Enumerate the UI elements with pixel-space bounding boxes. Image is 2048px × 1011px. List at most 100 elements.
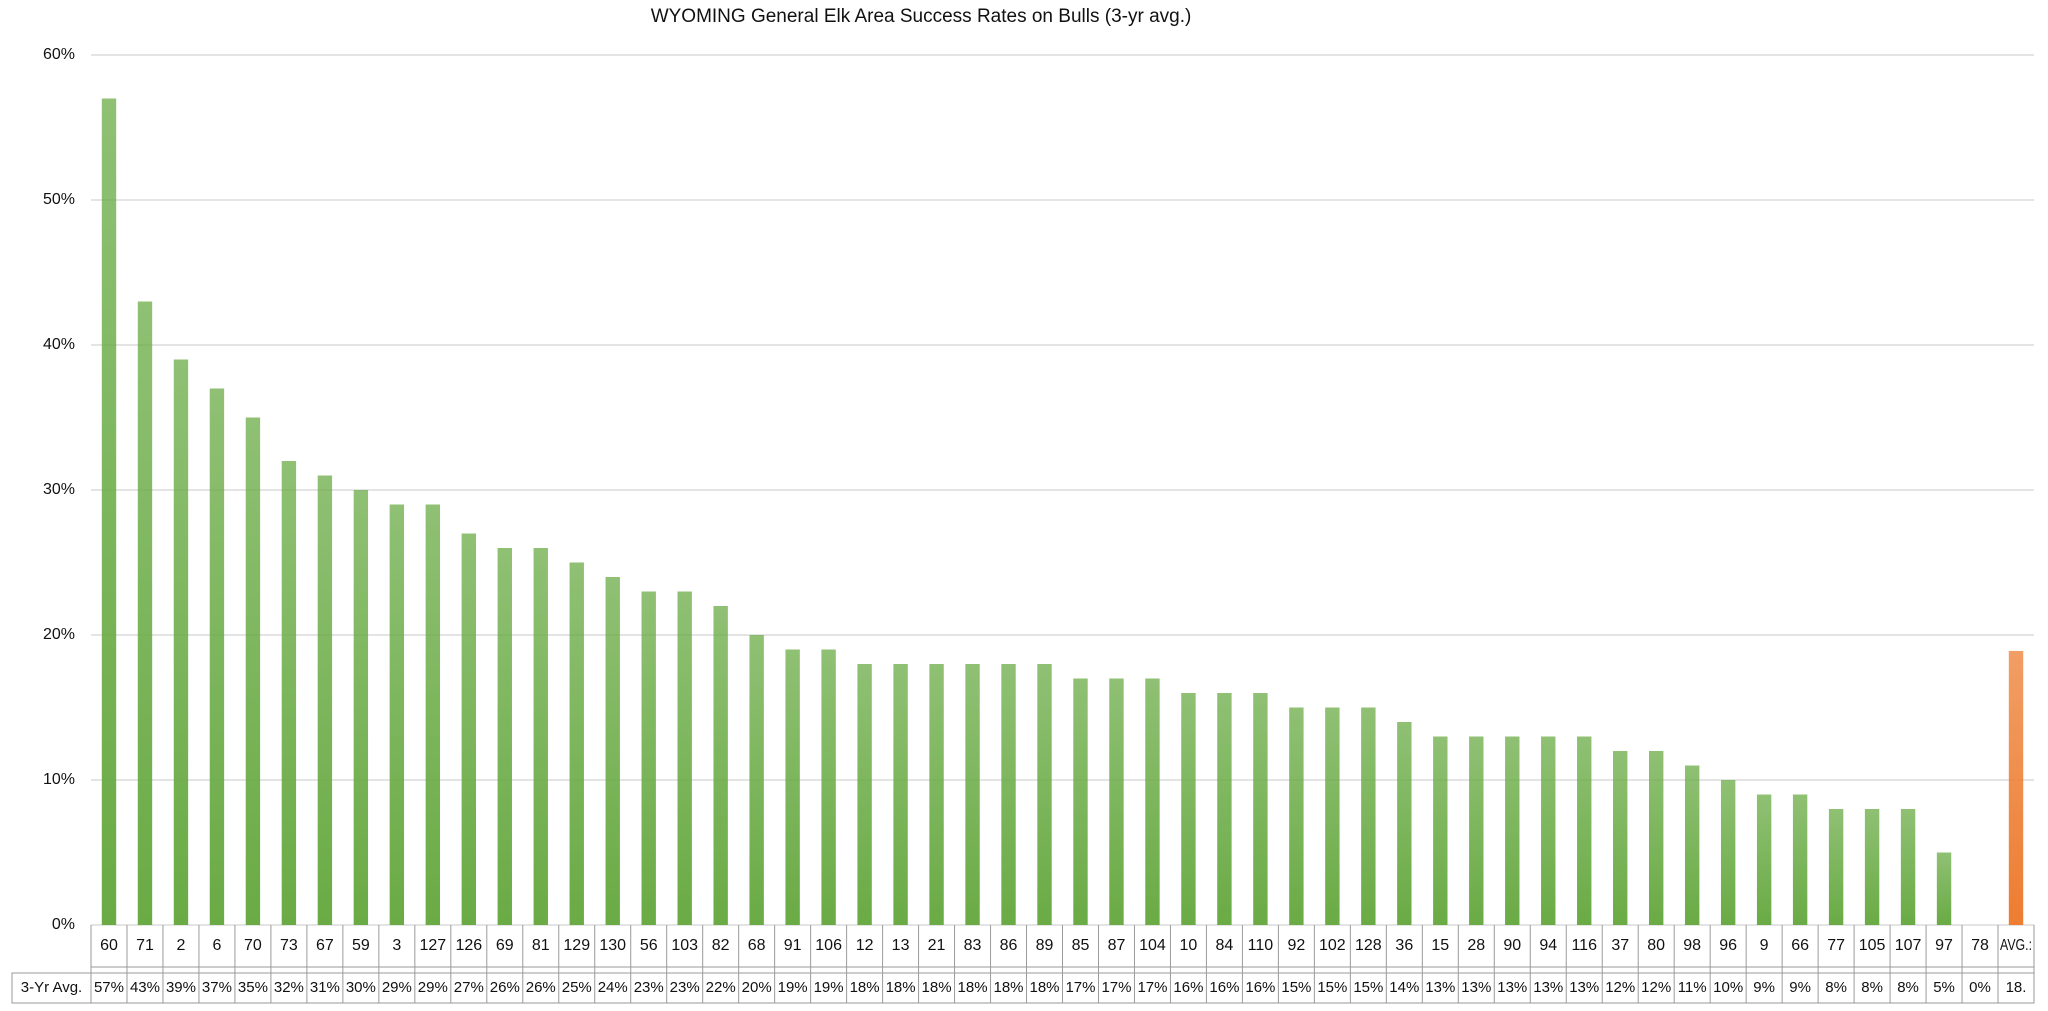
bar xyxy=(1648,751,1664,925)
x-tick-label: 91 xyxy=(784,937,802,954)
x-tick-label: 130 xyxy=(599,937,626,954)
bar xyxy=(2008,650,2024,925)
data-label: 13% xyxy=(1461,979,1491,996)
data-label: 13% xyxy=(1497,979,1527,996)
bar xyxy=(857,664,872,925)
bar xyxy=(929,664,944,925)
x-tick-label: 6 xyxy=(212,937,221,954)
x-tick-label: 129 xyxy=(563,937,590,954)
data-label: 31% xyxy=(310,979,340,996)
x-tick-label: 67 xyxy=(316,937,334,954)
x-tick-label: 87 xyxy=(1108,937,1126,954)
x-tick-label: 13 xyxy=(892,937,910,954)
data-label: 18% xyxy=(1029,979,1059,996)
x-tick-label: 71 xyxy=(136,937,154,954)
bar xyxy=(533,548,548,925)
data-label: 16% xyxy=(1245,979,1275,996)
bar xyxy=(317,475,333,925)
bar xyxy=(101,98,117,925)
data-label: 23% xyxy=(670,979,700,996)
x-tick-label: 82 xyxy=(712,937,730,954)
x-tick-label: 103 xyxy=(671,937,698,954)
data-label: 15% xyxy=(1353,979,1383,996)
x-tick-label: 15 xyxy=(1431,937,1449,954)
x-tick-label: 68 xyxy=(748,937,766,954)
bar xyxy=(1433,736,1448,925)
data-label: 16% xyxy=(1209,979,1239,996)
bar xyxy=(1900,809,1916,925)
bar xyxy=(1073,678,1088,925)
x-tick-label: 10 xyxy=(1180,937,1198,954)
data-label: 18% xyxy=(850,979,880,996)
bar xyxy=(713,606,728,925)
y-tick-label: 60% xyxy=(43,46,75,63)
legend-label: 3-Yr Avg. xyxy=(21,979,82,996)
x-tick-label: 80 xyxy=(1647,937,1665,954)
x-tick-label: 9 xyxy=(1760,937,1769,954)
x-tick-label: 126 xyxy=(455,937,482,954)
bar xyxy=(893,664,908,925)
data-label: 35% xyxy=(238,979,268,996)
data-label: 5% xyxy=(1933,979,1955,996)
data-label: 11% xyxy=(1678,979,1707,996)
data-label: 29% xyxy=(382,979,412,996)
data-label: 14% xyxy=(1389,979,1419,996)
x-tick-label: 60 xyxy=(100,937,118,954)
bar xyxy=(1936,852,1952,925)
x-tick-label: 127 xyxy=(419,937,446,954)
x-tick-label: 102 xyxy=(1319,937,1346,954)
bar xyxy=(1792,794,1808,925)
bar xyxy=(1037,664,1052,925)
bar xyxy=(821,649,836,925)
x-tick-label: 70 xyxy=(244,937,262,954)
data-label: 12% xyxy=(1605,979,1635,996)
x-tick-label: 3 xyxy=(392,937,401,954)
bar xyxy=(785,649,800,925)
bar xyxy=(1217,693,1232,925)
data-label: 17% xyxy=(1101,979,1131,996)
x-tick-label: 98 xyxy=(1683,937,1701,954)
x-tick-label: 2 xyxy=(177,937,186,954)
x-tick-label: 77 xyxy=(1827,937,1845,954)
data-label: 15% xyxy=(1317,979,1347,996)
bar xyxy=(461,533,477,925)
bar xyxy=(1756,794,1772,925)
data-label: 32% xyxy=(274,979,304,996)
data-label: 27% xyxy=(454,979,484,996)
bar xyxy=(1577,736,1592,925)
bar xyxy=(1109,678,1124,925)
bar xyxy=(965,664,980,925)
bar xyxy=(569,562,584,925)
x-tick-label: 37 xyxy=(1611,937,1629,954)
x-tick-label: 84 xyxy=(1216,937,1234,954)
bar xyxy=(1828,809,1844,925)
bar xyxy=(497,548,512,925)
data-label: 37% xyxy=(202,979,232,996)
x-tick-label: 78 xyxy=(1971,937,1989,954)
x-tick-label: 85 xyxy=(1072,937,1090,954)
x-tick-label: 104 xyxy=(1139,937,1166,954)
bar xyxy=(641,591,656,925)
bar xyxy=(1253,693,1268,925)
x-tick-label: 69 xyxy=(496,937,514,954)
bar xyxy=(1181,693,1196,925)
x-tick-label: 83 xyxy=(964,937,982,954)
data-label: 8% xyxy=(1897,979,1919,996)
x-tick-label: 97 xyxy=(1935,937,1953,954)
x-tick-label: 92 xyxy=(1287,937,1305,954)
bar xyxy=(1469,736,1484,925)
bar xyxy=(1361,707,1376,925)
data-label: 20% xyxy=(742,979,772,996)
data-label: 0% xyxy=(1969,979,1991,996)
x-tick-label: 81 xyxy=(532,937,550,954)
x-tick-label: 73 xyxy=(280,937,298,954)
data-label: 22% xyxy=(706,979,736,996)
data-label: 10% xyxy=(1713,979,1743,996)
bar xyxy=(1684,765,1700,925)
bar xyxy=(1720,780,1736,925)
data-label: 17% xyxy=(1137,979,1167,996)
data-label: 9% xyxy=(1753,979,1775,996)
bar xyxy=(1145,678,1160,925)
